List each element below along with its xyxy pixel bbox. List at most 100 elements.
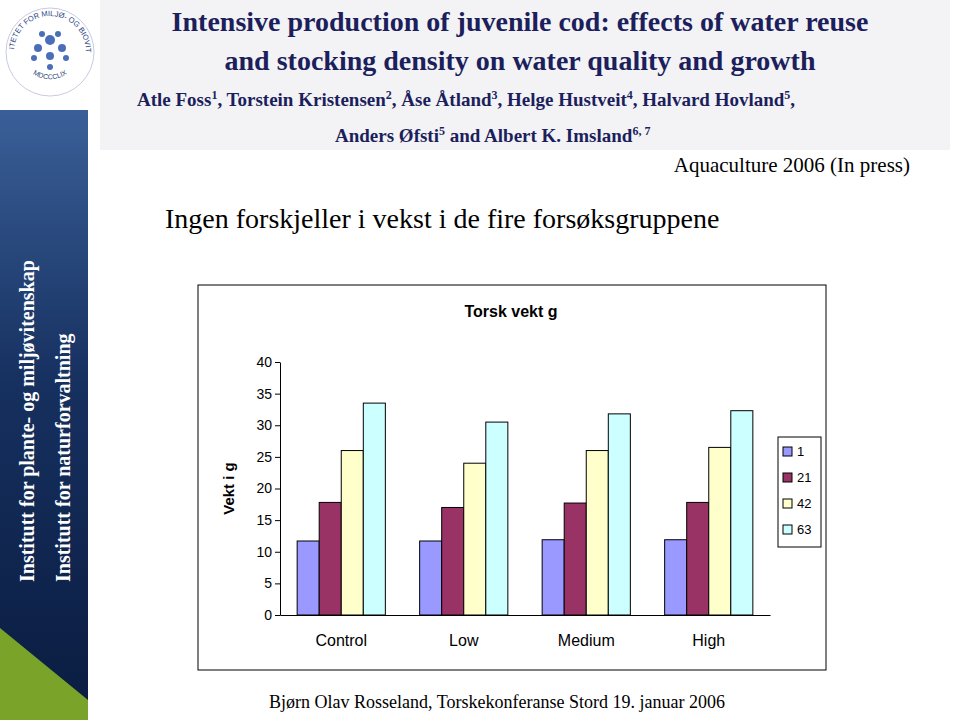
- bar: [297, 541, 319, 615]
- bar: [420, 541, 442, 615]
- y-tick: 40: [256, 354, 280, 370]
- y-tick: 30: [256, 417, 280, 433]
- y-tick: 5: [264, 575, 280, 591]
- x-tick-label: Low: [449, 632, 479, 649]
- y-tick-mark: [275, 583, 280, 584]
- footer: Bjørn Olav Rosseland, Torskekonferanse S…: [269, 692, 725, 712]
- x-tick: Medium: [558, 615, 615, 649]
- author-name: , Halvard Hovland: [633, 89, 785, 110]
- bar: [687, 502, 709, 615]
- legend-label: 42: [797, 496, 811, 511]
- logo-dot: [63, 55, 69, 61]
- y-tick: 15: [256, 512, 280, 528]
- header-band: [100, 0, 950, 150]
- author-name: , Helge Hustveit: [498, 89, 628, 110]
- bar: [564, 503, 586, 615]
- bar: [608, 414, 630, 615]
- y-tick: 35: [256, 386, 280, 402]
- bar: [363, 403, 385, 615]
- x-tick: Control: [315, 615, 367, 649]
- bar: [319, 502, 341, 615]
- bar: [486, 422, 508, 615]
- chart-frame: [198, 285, 826, 670]
- y-tick-label: 35: [256, 386, 272, 402]
- logo-dot: [47, 64, 53, 70]
- bar: [442, 507, 464, 615]
- legend-swatch: [783, 525, 792, 534]
- y-tick: 25: [256, 449, 280, 465]
- y-axis-line: [280, 363, 281, 616]
- sidebar-accent: [0, 628, 88, 720]
- author-name: , Åse Åtland: [392, 89, 492, 110]
- logo-dot: [39, 31, 45, 37]
- y-tick-label: 0: [264, 607, 272, 623]
- y-tick-mark: [275, 552, 280, 553]
- x-tick: Low: [449, 615, 479, 649]
- slide: Institutt for plante- og miljøvitenskap I…: [0, 0, 960, 720]
- bar: [709, 447, 731, 615]
- bar: [731, 411, 753, 615]
- y-tick-label: 5: [264, 575, 272, 591]
- legend-box: [778, 437, 821, 547]
- logo-dot: [31, 55, 37, 61]
- journal: Aquaculture 2006 (In press): [674, 153, 910, 177]
- x-tick: High: [692, 615, 725, 649]
- bar: [586, 451, 608, 615]
- logo-dot: [45, 35, 55, 45]
- x-tick-label: High: [692, 632, 725, 649]
- y-tick-label: 10: [256, 544, 272, 560]
- logo-dot: [46, 52, 54, 60]
- y-tick-mark: [275, 520, 280, 521]
- legend-label: 1: [797, 444, 804, 459]
- y-tick-mark: [275, 425, 280, 426]
- legend-label: 63: [797, 522, 811, 537]
- y-tick-label: 30: [256, 417, 272, 433]
- paper-title: Intensive production of juvenile cod: ef…: [172, 6, 869, 37]
- legend: 1 21 42 63: [778, 437, 821, 547]
- chart-title: Torsk vekt g: [464, 303, 557, 320]
- x-axis-line: [281, 615, 771, 616]
- x-axis: Control Low Medium High: [281, 615, 771, 649]
- sidebar-text: Institutt for plante- og miljøvitenskap: [16, 260, 39, 582]
- y-tick-label: 40: [256, 354, 272, 370]
- logo-text: MDCCCLIX: [32, 69, 68, 81]
- author-name: Anders Øfsti: [335, 125, 439, 146]
- y-tick: 20: [256, 480, 280, 496]
- logo-dot: [34, 44, 42, 52]
- bar: [542, 540, 564, 615]
- y-tick-label: 20: [256, 480, 272, 496]
- y-axis: 0 5 10 15 20 25 30 35 40: [256, 354, 280, 623]
- logo-ring: [6, 8, 94, 96]
- author-name: and Albert K. Imsland: [445, 125, 633, 146]
- sidebar-band: [0, 110, 88, 720]
- author-name: , Torstein Kristensen: [217, 89, 386, 110]
- slide-heading: Ingen forskjeller i vekst i de fire fors…: [165, 203, 719, 234]
- y-tick-mark: [275, 489, 280, 490]
- logo-year-text: MDCCCLIX: [32, 69, 68, 81]
- logo-dot: [55, 31, 61, 37]
- x-tick-label: Control: [315, 632, 367, 649]
- author-affiliation: 6, 7: [632, 124, 650, 138]
- bar: [665, 540, 687, 615]
- y-tick-label: 15: [256, 512, 272, 528]
- sidebar-text: Institutt for naturforvaltning: [52, 333, 75, 582]
- legend-swatch: [783, 447, 792, 456]
- legend-swatch: [783, 499, 792, 508]
- legend-swatch: [783, 473, 792, 482]
- logo-text: UNIVERSITETET FOR MILJØ- OG BIOVITENSKAP: [0, 0, 93, 53]
- y-tick: 10: [256, 544, 280, 560]
- y-tick-mark: [275, 362, 280, 363]
- y-axis-title: Vekt i g: [220, 462, 237, 515]
- author-line: Atle Foss1, Torstein Kristensen2, Åse Åt…: [137, 88, 795, 110]
- legend-label: 21: [797, 470, 811, 485]
- y-tick-label: 25: [256, 449, 272, 465]
- y-tick-mark: [275, 457, 280, 458]
- bars: [297, 403, 753, 615]
- logo-dot: [58, 44, 66, 52]
- y-tick-mark: [275, 615, 280, 616]
- y-tick-mark: [275, 394, 280, 395]
- bar: [464, 463, 486, 615]
- x-tick-label: Medium: [558, 632, 615, 649]
- author-name: Atle Foss: [137, 89, 211, 110]
- logo-ring-text: UNIVERSITETET FOR MILJØ- OG BIOVITENSKAP: [0, 0, 93, 53]
